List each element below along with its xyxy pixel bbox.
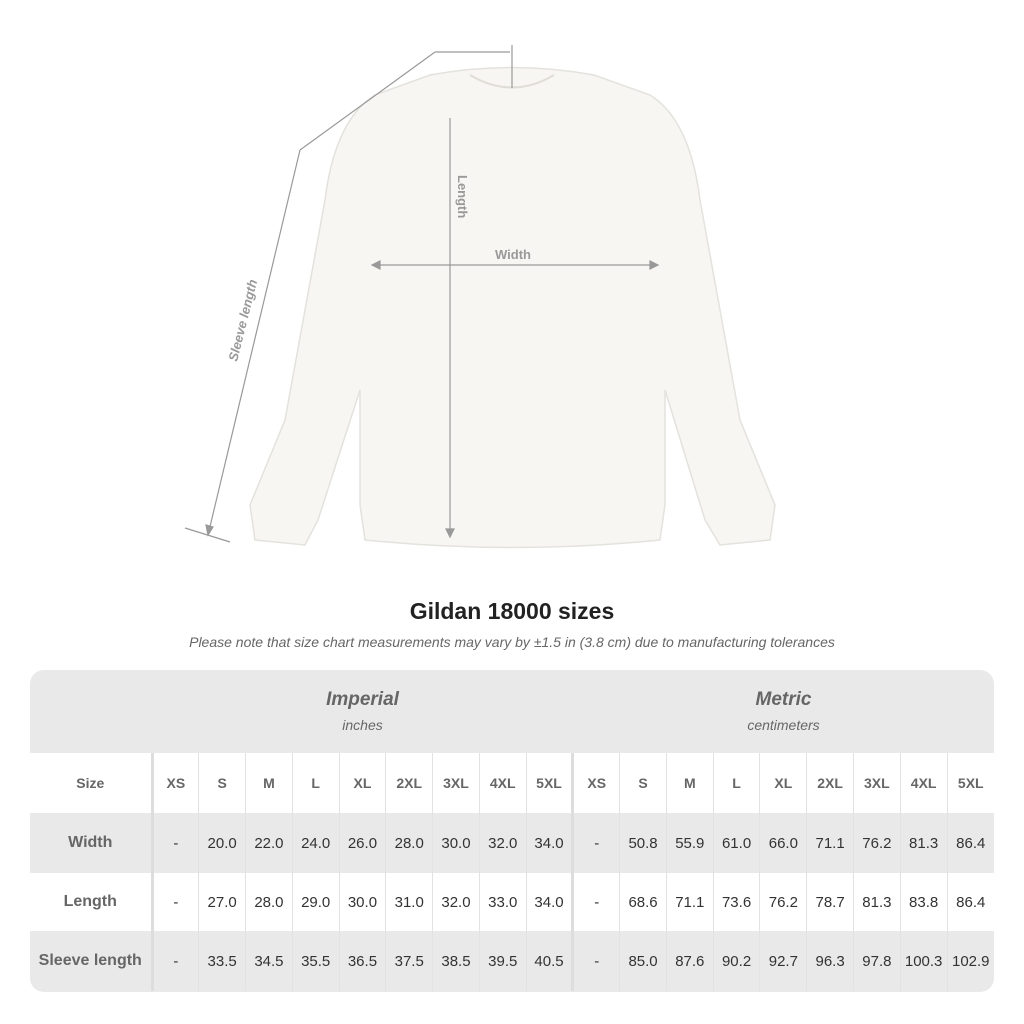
row-label: Width [30,813,154,873]
metric-cell: 71.1 [806,813,854,873]
metric-cell: 76.2 [852,813,901,873]
metric-heading: Metric [755,689,812,710]
imperial-size-header: M [245,753,293,813]
imperial-cell: 36.5 [338,931,386,991]
imperial-cell: 22.0 [245,813,293,873]
imperial-cell: 39.5 [478,931,527,991]
table-header-row: Size XS S M L XL 2XL 3XL 4XL 5XL XS S M L XL 2XL 3XL 4XL 5… [30,753,994,813]
imperial-size-header: L [291,753,340,813]
imperial-cell: - [151,931,199,991]
metric-header: Metric centimeters [573,670,994,753]
row-label: Sleeve length [30,931,154,991]
imperial-cell: 28.0 [385,813,433,873]
metric-size-header: 2XL [806,753,854,813]
metric-cell: 85.0 [619,931,667,991]
metric-cell: 83.8 [899,873,948,931]
metric-cell: 61.0 [712,813,760,873]
tolerance-note: Please note that size chart measurements… [189,634,835,650]
metric-cell: 90.2 [712,931,760,991]
metric-size-header: 5XL [946,753,994,813]
metric-cell: 96.3 [806,931,854,991]
imperial-size-header: XL [338,753,386,813]
sweatshirt-diagram: Length Width Sleeve length [184,45,776,549]
metric-cell: 87.6 [665,931,714,991]
size-table: Size XS S M L XL 2XL 3XL 4XL 5XL XS S M L XL 2XL 3XL 4XL 5… [30,753,994,991]
metric-cell: 76.2 [759,873,807,931]
imperial-header: Imperial inches [152,670,573,753]
imperial-cell: 32.0 [478,813,527,873]
metric-size-header: M [665,753,714,813]
table-row: Width -20.0 22.0 24.0 26.0 28.0 30.0 32.0 34.0-5… [30,813,994,873]
width-label: Width [495,247,531,262]
imperial-size-header: 4XL [478,753,527,813]
row-label: Length [30,873,154,931]
imperial-cell: 30.0 [338,873,386,931]
metric-size-header: XL [759,753,807,813]
metric-cell: 71.1 [665,873,714,931]
imperial-cell: 32.0 [432,873,480,931]
imperial-unit: inches [342,717,383,733]
imperial-size-header: XS [151,753,199,813]
table-row: Length -27.0 28.0 29.0 30.0 31.0 32.0 33.0 34.0-… [30,873,994,931]
metric-cell: 78.7 [806,873,854,931]
metric-size-header: S [619,753,667,813]
size-header: Size [30,753,154,813]
imperial-cell: 28.0 [245,873,293,931]
table-row: Sleeve length -33.5 34.5 35.5 36.5 37.5 38.5 39… [30,931,994,991]
metric-cell: 68.6 [619,873,667,931]
metric-cell: - [571,813,620,873]
imperial-cell: 34.0 [525,813,573,873]
size-chart: Imperial inches Metric centimeters Size X… [30,670,994,992]
sleeve-length-label: Sleeve length [225,278,260,363]
metric-cell: 73.6 [712,873,760,931]
metric-cell: - [571,931,620,991]
imperial-cell: - [151,873,199,931]
imperial-cell: 27.0 [198,873,246,931]
metric-cell: 81.3 [899,813,948,873]
metric-cell: 66.0 [759,813,807,873]
metric-size-header: XS [571,753,620,813]
imperial-heading: Imperial [326,689,399,710]
imperial-cell: - [151,813,199,873]
imperial-cell: 30.0 [432,813,480,873]
imperial-cell: 29.0 [291,873,340,931]
imperial-size-header: 3XL [432,753,480,813]
imperial-size-header: S [198,753,246,813]
imperial-cell: 38.5 [432,931,480,991]
sweatshirt-image [249,66,776,549]
page-title: Gildan 18000 sizes [409,598,615,624]
metric-size-header: 4XL [899,753,948,813]
metric-cell: 100.3 [899,931,948,991]
imperial-cell: 34.5 [245,931,293,991]
metric-cell: 86.4 [946,813,994,873]
imperial-cell: 31.0 [385,873,433,931]
imperial-cell: 24.0 [291,813,340,873]
imperial-cell: 40.5 [525,931,573,991]
metric-cell: 102.9 [946,931,994,991]
metric-unit: centimeters [747,717,820,733]
imperial-size-header: 5XL [525,753,573,813]
metric-cell: 86.4 [946,873,994,931]
imperial-cell: 35.5 [291,931,340,991]
imperial-cell: 33.5 [198,931,246,991]
metric-cell: - [571,873,620,931]
metric-cell: 50.8 [619,813,667,873]
imperial-cell: 33.0 [478,873,527,931]
imperial-cell: 20.0 [198,813,246,873]
imperial-size-header: 2XL [385,753,433,813]
metric-cell: 55.9 [665,813,714,873]
imperial-cell: 37.5 [385,931,433,991]
metric-size-header: 3XL [852,753,901,813]
metric-size-header: L [712,753,760,813]
length-label: Length [455,175,470,218]
imperial-cell: 34.0 [525,873,573,931]
metric-cell: 92.7 [759,931,807,991]
metric-cell: 97.8 [852,931,901,991]
imperial-cell: 26.0 [338,813,386,873]
metric-cell: 81.3 [852,873,901,931]
